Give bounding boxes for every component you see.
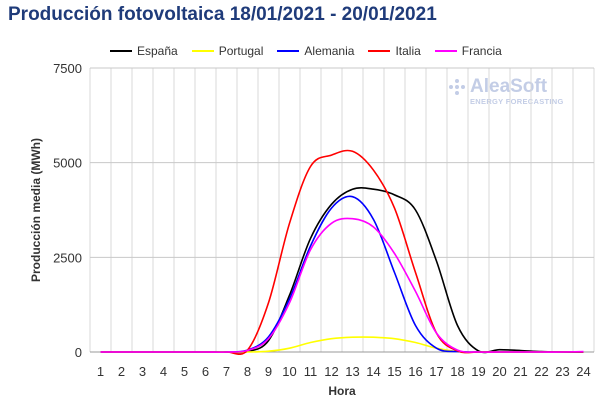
x-tick-label: 8 bbox=[244, 364, 251, 379]
x-tick-label: 15 bbox=[387, 364, 401, 379]
x-axis-label: Hora bbox=[328, 384, 356, 398]
x-tick-label: 11 bbox=[304, 364, 318, 379]
y-tick-label: 0 bbox=[75, 345, 82, 360]
x-tick-label: 20 bbox=[492, 364, 506, 379]
legend-label: Francia bbox=[461, 44, 502, 58]
legend-item-espana: España bbox=[110, 44, 178, 58]
legend-label: Portugal bbox=[218, 44, 264, 58]
x-tick-label: 2 bbox=[118, 364, 125, 379]
y-tick-label: 5000 bbox=[53, 156, 82, 171]
x-tick-label: 3 bbox=[139, 364, 146, 379]
x-tick-label: 24 bbox=[576, 364, 590, 379]
legend-item-francia: Francia bbox=[434, 44, 502, 58]
x-tick-label: 12 bbox=[324, 364, 338, 379]
x-tick-label: 14 bbox=[366, 364, 380, 379]
x-tick-label: 7 bbox=[223, 364, 230, 379]
legend-swatch bbox=[368, 50, 391, 52]
x-tick-label: 16 bbox=[408, 364, 422, 379]
x-tick-label: 18 bbox=[450, 364, 464, 379]
x-tick-label: 21 bbox=[513, 364, 527, 379]
legend-swatch bbox=[277, 50, 300, 52]
x-tick-label: 9 bbox=[265, 364, 272, 379]
x-tick-label: 17 bbox=[429, 364, 443, 379]
legend-swatch bbox=[434, 50, 457, 52]
legend-item-alemania: Alemania bbox=[277, 44, 354, 58]
legend-swatch bbox=[110, 50, 132, 52]
x-tick-label: 6 bbox=[202, 364, 209, 379]
x-tick-label: 13 bbox=[345, 364, 359, 379]
grid bbox=[89, 67, 595, 353]
x-tick-label: 23 bbox=[555, 364, 569, 379]
legend-label: Italia bbox=[395, 44, 421, 58]
legend-label: España bbox=[137, 44, 178, 58]
y-tick-label: 2500 bbox=[53, 250, 82, 265]
legend-swatch bbox=[191, 50, 214, 52]
legend: España Portugal Alemania Italia Francia bbox=[110, 44, 502, 58]
x-tick-label: 5 bbox=[181, 364, 188, 379]
legend-item-portugal: Portugal bbox=[191, 44, 264, 58]
series-group bbox=[100, 149, 584, 356]
y-axis-label: Producción media (MWh) bbox=[29, 138, 43, 282]
chart-title: Producción fotovoltaica 18/01/2021 - 20/… bbox=[8, 4, 437, 25]
y-tick-label: 7500 bbox=[53, 61, 82, 76]
x-tick-label: 22 bbox=[534, 364, 548, 379]
x-tick-label: 1 bbox=[97, 364, 104, 379]
x-tick-label: 19 bbox=[471, 364, 485, 379]
x-tick-label: 10 bbox=[282, 364, 296, 379]
logo-tagline: ENERGY FORECASTING bbox=[470, 97, 564, 106]
series-line-francia bbox=[100, 217, 584, 353]
legend-label: Alemania bbox=[304, 44, 355, 58]
logo-dots-icon bbox=[449, 79, 465, 95]
legend-item-italia: Italia bbox=[368, 44, 421, 58]
x-tick-label: 4 bbox=[160, 364, 167, 379]
